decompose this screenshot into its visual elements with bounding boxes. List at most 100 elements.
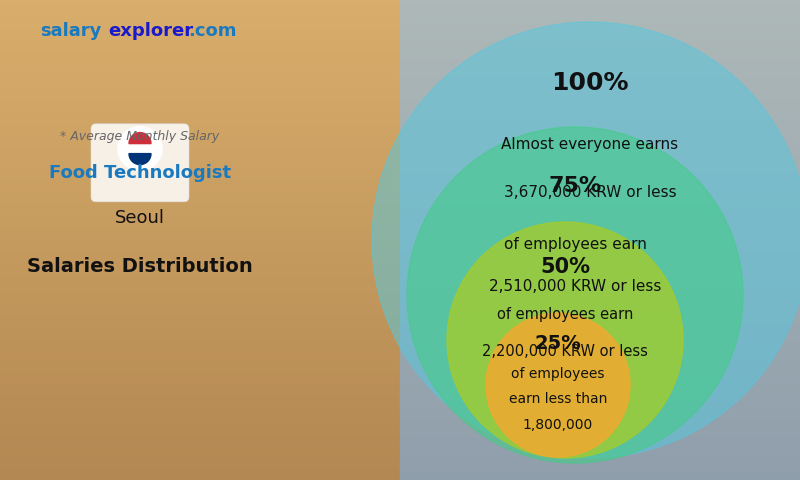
Bar <box>0 390 400 396</box>
Bar <box>0 30 400 36</box>
Bar <box>0 366 400 372</box>
Bar <box>0 240 400 246</box>
Bar <box>0 216 400 222</box>
Bar <box>0 426 400 432</box>
Bar <box>400 402 800 408</box>
Text: of employees earn: of employees earn <box>497 307 633 322</box>
Bar <box>0 342 400 348</box>
Circle shape <box>118 127 162 170</box>
Text: of employees: of employees <box>511 367 605 381</box>
Bar <box>0 42 400 48</box>
Bar <box>0 120 400 126</box>
Bar <box>400 174 800 180</box>
Bar <box>0 462 400 468</box>
Bar <box>400 330 800 336</box>
Bar <box>400 30 800 36</box>
Bar <box>400 228 800 234</box>
Bar <box>0 144 400 150</box>
Bar <box>400 432 800 438</box>
Bar <box>400 108 800 114</box>
Bar <box>0 210 400 216</box>
Bar <box>400 180 800 186</box>
Bar <box>0 354 400 360</box>
Bar <box>400 468 800 474</box>
Bar <box>0 6 400 12</box>
Bar <box>400 36 800 42</box>
Text: Salaries Distribution: Salaries Distribution <box>27 257 253 276</box>
Bar <box>0 18 400 24</box>
Bar <box>0 96 400 102</box>
Bar <box>400 306 800 312</box>
Bar <box>400 60 800 66</box>
Bar <box>0 378 400 384</box>
Bar <box>400 462 800 468</box>
Text: 50%: 50% <box>540 257 590 277</box>
Text: of employees earn: of employees earn <box>503 237 646 252</box>
Bar <box>0 180 400 186</box>
Text: * Average Monthly Salary: * Average Monthly Salary <box>60 130 220 144</box>
Bar <box>400 210 800 216</box>
Bar <box>0 468 400 474</box>
Bar <box>400 444 800 450</box>
Text: 100%: 100% <box>551 71 629 95</box>
Bar <box>0 360 400 366</box>
Bar <box>0 282 400 288</box>
Bar <box>400 120 800 126</box>
Bar <box>0 252 400 258</box>
Text: 3,670,000 KRW or less: 3,670,000 KRW or less <box>504 184 676 200</box>
Bar <box>400 324 800 330</box>
Bar <box>0 408 400 414</box>
Text: 2,510,000 KRW or less: 2,510,000 KRW or less <box>489 279 661 294</box>
Bar <box>0 36 400 42</box>
Bar <box>0 234 400 240</box>
Bar <box>0 258 400 264</box>
Bar <box>400 12 800 18</box>
Bar <box>0 102 400 108</box>
Bar <box>400 114 800 120</box>
Bar <box>400 144 800 150</box>
Bar <box>400 246 800 252</box>
Bar <box>0 456 400 462</box>
Bar <box>0 60 400 66</box>
Bar <box>400 132 800 138</box>
Bar <box>0 198 400 204</box>
Bar <box>400 360 800 366</box>
Bar <box>400 216 800 222</box>
Bar <box>0 336 400 342</box>
Text: explorer: explorer <box>108 22 193 40</box>
Bar <box>0 306 400 312</box>
Bar <box>0 84 400 90</box>
Bar <box>400 390 800 396</box>
FancyBboxPatch shape <box>91 124 189 202</box>
Text: Seoul: Seoul <box>115 209 165 228</box>
Bar <box>0 204 400 210</box>
Bar <box>0 324 400 330</box>
Bar <box>400 312 800 318</box>
Bar <box>0 138 400 144</box>
Text: earn less than: earn less than <box>509 393 607 407</box>
Bar <box>400 66 800 72</box>
Text: .com: .com <box>188 22 237 40</box>
Bar <box>0 312 400 318</box>
Bar <box>400 156 800 162</box>
Bar <box>400 192 800 198</box>
Bar <box>400 240 800 246</box>
Bar <box>400 300 800 306</box>
Bar <box>400 450 800 456</box>
Bar <box>0 0 400 6</box>
Bar <box>400 168 800 174</box>
Bar <box>0 300 400 306</box>
Bar <box>400 126 800 132</box>
Bar <box>400 138 800 144</box>
Bar <box>400 348 800 354</box>
Bar <box>0 246 400 252</box>
Bar <box>0 318 400 324</box>
Bar <box>400 102 800 108</box>
Bar <box>0 420 400 426</box>
Bar <box>400 252 800 258</box>
Bar <box>400 258 800 264</box>
Bar <box>0 24 400 30</box>
Bar <box>400 336 800 342</box>
Bar <box>0 276 400 282</box>
Bar <box>400 396 800 402</box>
